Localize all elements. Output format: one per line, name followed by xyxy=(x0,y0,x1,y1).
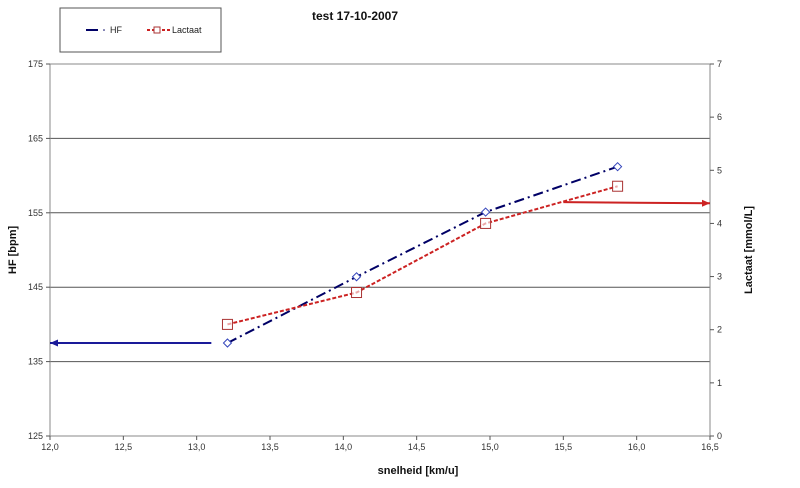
hf-point xyxy=(351,272,362,282)
y-tick-label: 155 xyxy=(28,208,43,218)
x-tick-label: 16,0 xyxy=(628,442,646,452)
series xyxy=(221,161,624,348)
x-tick-label: 15,5 xyxy=(555,442,573,452)
plot-area xyxy=(49,63,711,437)
lactaat-point xyxy=(612,180,624,192)
y2-tick-label: 4 xyxy=(717,218,722,228)
arrow-head-icon xyxy=(702,199,710,207)
legend: HF Lactaat xyxy=(59,7,222,53)
lactaat-point xyxy=(351,287,363,299)
y2-tick-label: 1 xyxy=(717,378,722,388)
series-line-hf xyxy=(227,165,618,344)
lactaat-point xyxy=(221,318,233,330)
x-tick-label: 15,0 xyxy=(481,442,499,452)
hf-point xyxy=(480,207,491,217)
legend-hf-label: HF xyxy=(110,25,122,35)
y2-axis-label: Lactaat [mmol/L] xyxy=(743,206,755,294)
lactaat-point xyxy=(480,217,492,229)
y2-tick-label: 7 xyxy=(717,59,722,69)
x-tick-label: 13,5 xyxy=(261,442,279,452)
y2-tick-label: 0 xyxy=(717,431,722,441)
x-tick-label: 14,0 xyxy=(335,442,353,452)
x-axis-label: snelheid [km/u] xyxy=(378,465,459,477)
x-tick-label: 14,5 xyxy=(408,442,426,452)
y2-tick-label: 2 xyxy=(717,325,722,335)
x-tick-label: 12,5 xyxy=(115,442,133,452)
arrow-head-icon xyxy=(50,339,58,347)
x-tick-label: 13,0 xyxy=(188,442,206,452)
annotations xyxy=(50,199,711,347)
series-line-lactaat xyxy=(227,185,618,326)
arrow-line xyxy=(563,201,711,205)
hf-point xyxy=(612,161,623,172)
y2-tick-label: 3 xyxy=(717,272,722,282)
y-tick-label: 135 xyxy=(28,357,43,367)
y-axis-left: 125 135 145 155 165 175 xyxy=(28,59,50,441)
y-tick-label: 145 xyxy=(28,282,43,292)
y2-tick-label: 5 xyxy=(717,165,722,175)
legend-lactaat-label: Lactaat xyxy=(172,25,202,35)
x-axis: 12,0 12,5 13,0 13,5 14,0 14,5 15,0 15,5 16,0 16,5 xyxy=(41,436,719,452)
y-tick-label: 165 xyxy=(28,133,43,143)
y-tick-label: 175 xyxy=(28,59,43,69)
x-tick-label: 12,0 xyxy=(41,442,59,452)
y2-tick-label: 6 xyxy=(717,112,722,122)
chart-title: test 17-10-2007 xyxy=(312,9,398,23)
x-tick-label: 16,5 xyxy=(701,442,719,452)
y-axis-label: HF [bpm] xyxy=(7,226,19,275)
gridlines xyxy=(50,137,710,363)
y-tick-label: 125 xyxy=(28,431,43,441)
hf-point xyxy=(222,338,233,348)
y-axis-right: 0 1 2 3 4 5 6 7 xyxy=(710,59,722,441)
